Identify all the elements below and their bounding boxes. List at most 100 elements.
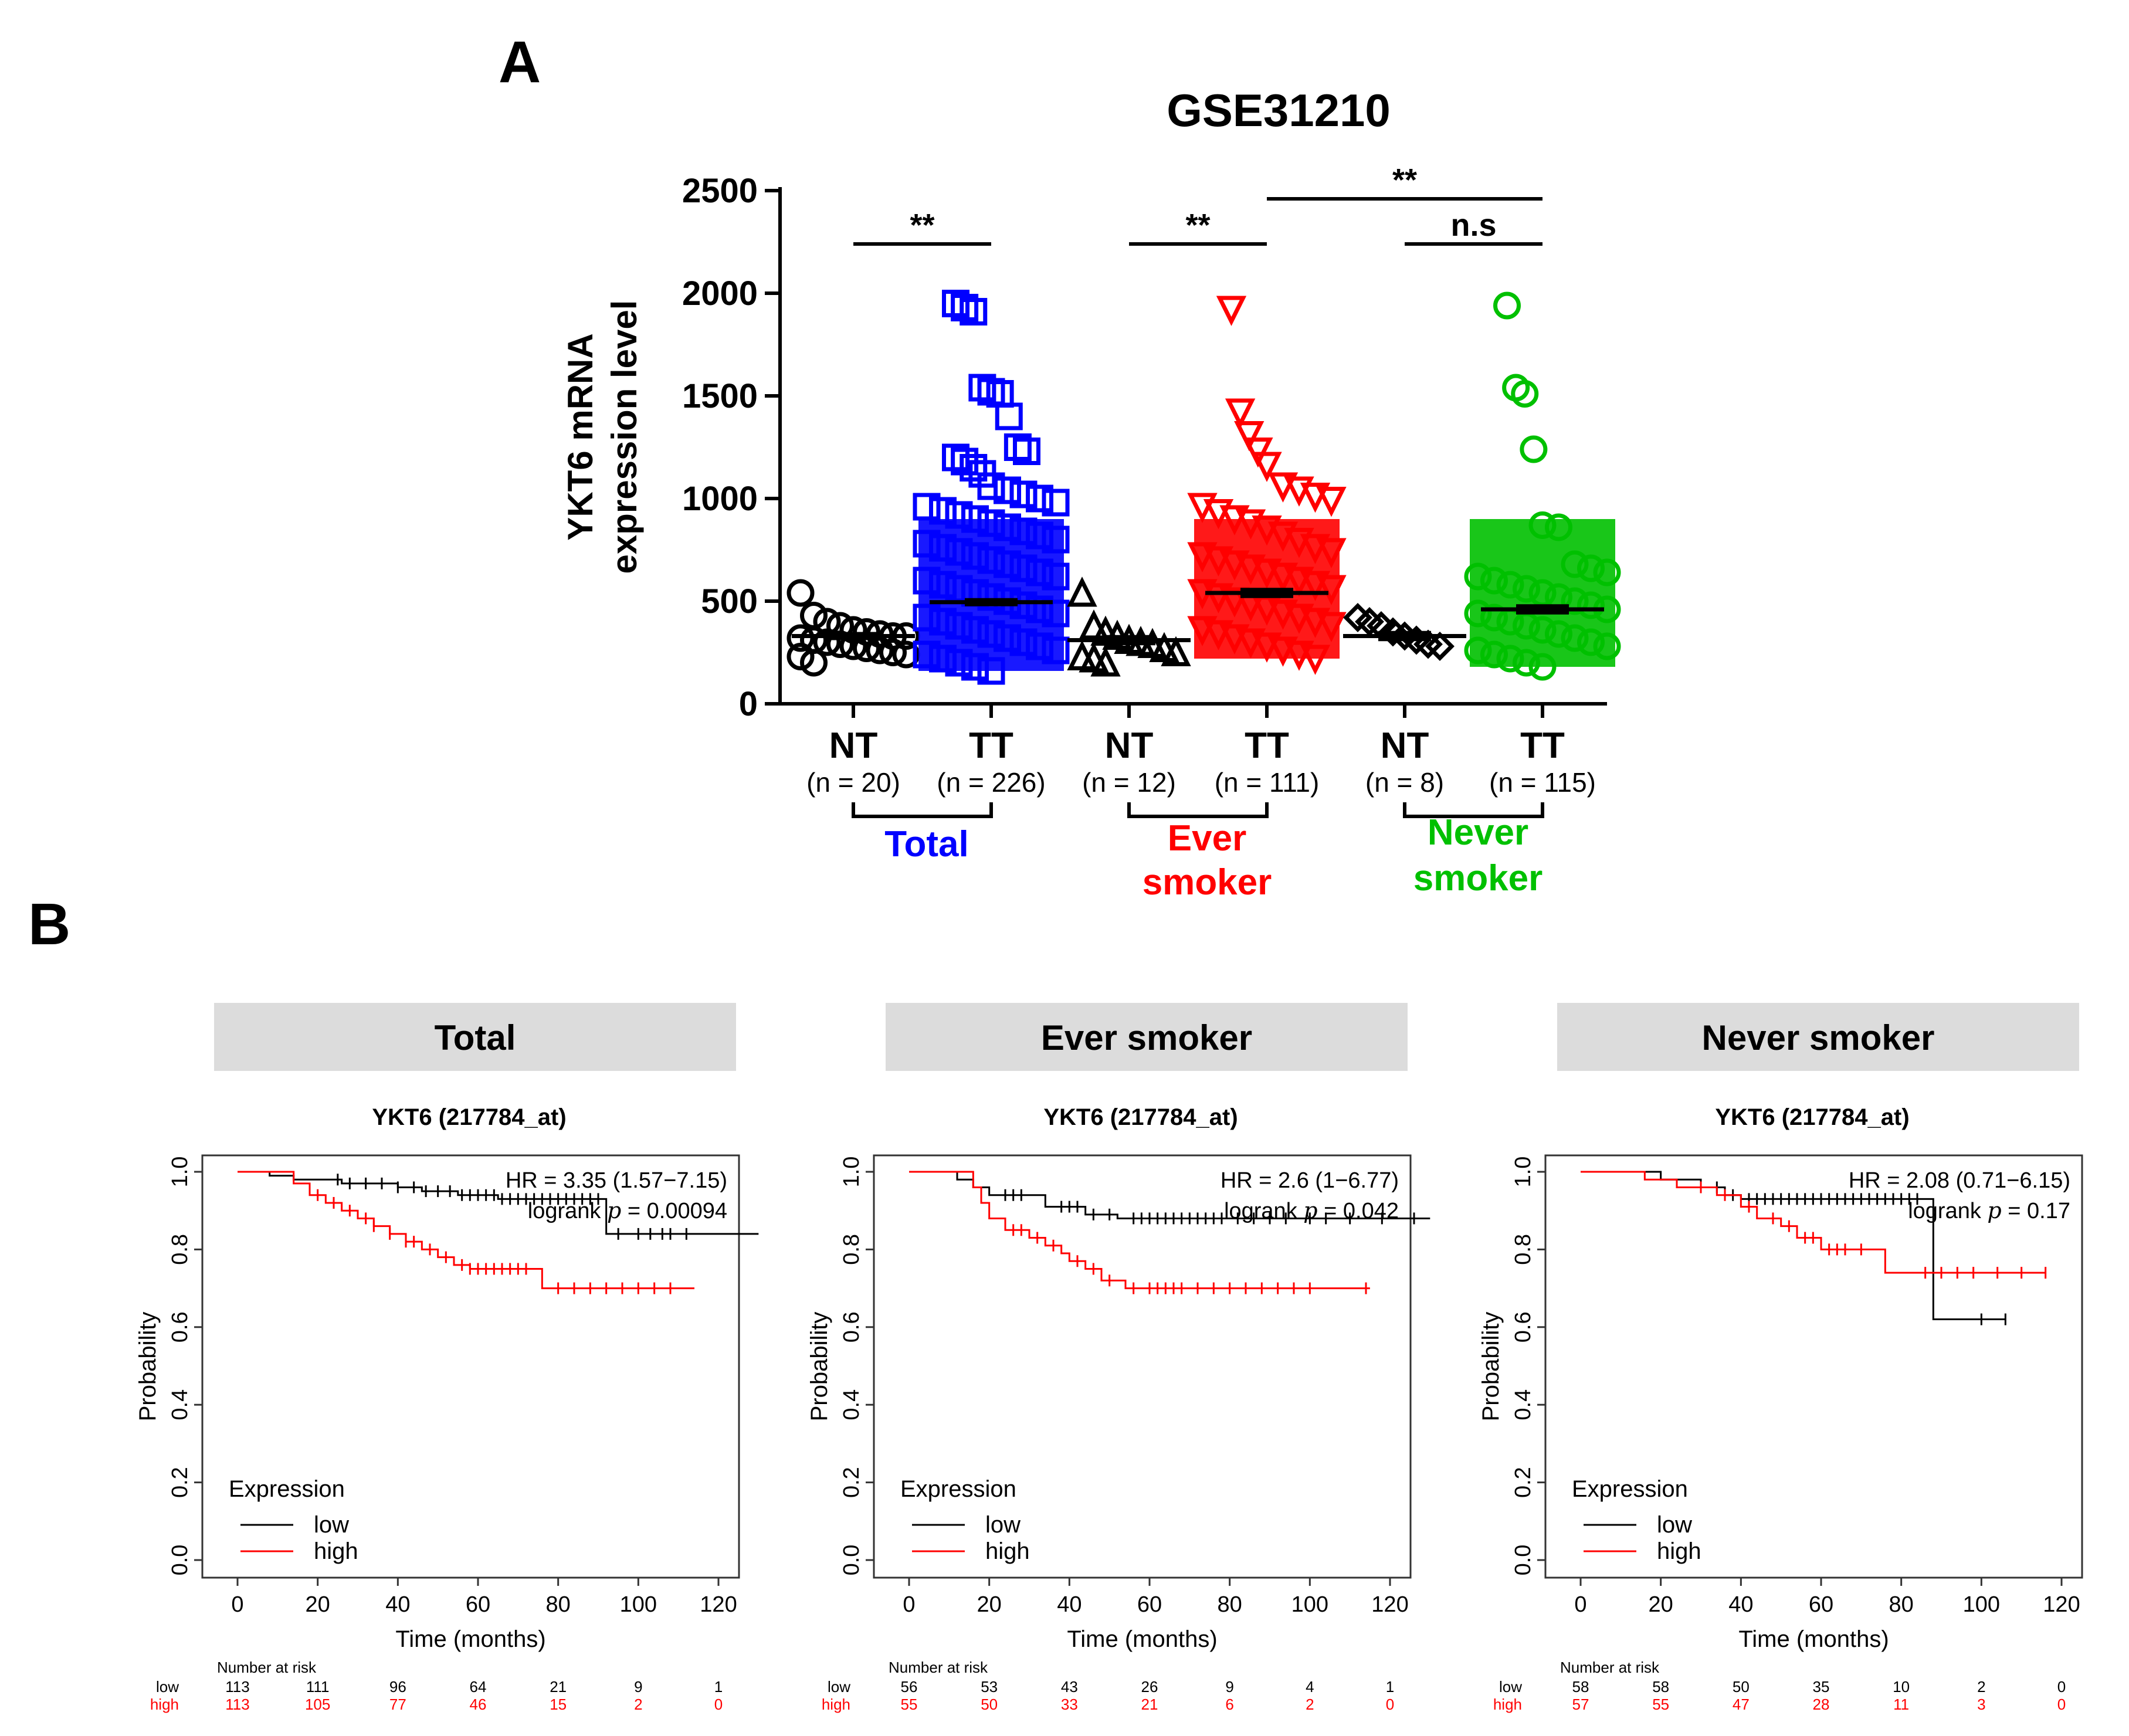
- sem-bar: [1103, 635, 1155, 646]
- category-label: TT: [1520, 725, 1565, 766]
- risk-table-title: Number at risk: [1560, 1659, 1660, 1676]
- risk-high-value: 6: [1225, 1696, 1233, 1713]
- risk-high-label: high: [150, 1696, 179, 1713]
- risk-high-value: 28: [1813, 1696, 1830, 1713]
- risk-high-label: high: [822, 1696, 850, 1713]
- km-frame: [1544, 1154, 2083, 1579]
- km-y-tick-label: 0.6: [1511, 1311, 1535, 1342]
- data-point: [1234, 421, 1264, 452]
- km-legend-title: Expression: [229, 1476, 345, 1502]
- y-tick-label: 2000: [682, 274, 758, 313]
- group-label-never-1: Never: [1428, 812, 1528, 853]
- risk-high-value: 50: [981, 1696, 998, 1713]
- data-point: [994, 476, 1021, 504]
- category-n: (n = 20): [806, 767, 900, 798]
- km-p-symbol: p: [607, 1198, 621, 1223]
- scatter-means: [792, 588, 1604, 646]
- km-y-tick-label: 0.4: [839, 1389, 864, 1420]
- risk-low-value: 1: [714, 1678, 723, 1696]
- risk-high-value: 2: [634, 1696, 642, 1713]
- category-label: NT: [1105, 725, 1154, 766]
- sem-bar: [827, 632, 880, 640]
- data-point: [892, 640, 920, 669]
- y-tick-label: 2500: [682, 172, 758, 210]
- risk-high-value: 15: [550, 1696, 567, 1713]
- scatter-axes: 0 500 1000 1500 2000 2500: [682, 172, 1607, 723]
- km-x-tick-label: 60: [466, 1592, 490, 1617]
- group-bracket: [852, 802, 993, 818]
- group-label-never-2: smoker: [1413, 858, 1543, 898]
- group-labels: Total Ever smoker Never smoker: [884, 812, 1542, 903]
- panel-header-box: [1557, 1003, 2079, 1071]
- risk-low-value: 58: [1652, 1678, 1669, 1696]
- category-label: NT: [1381, 725, 1429, 766]
- data-point: [1216, 296, 1247, 326]
- km-y-axis-label: Probability: [806, 1312, 832, 1422]
- category-labels: NT(n = 20)TT(n = 226)NT(n = 12)TT(n = 11…: [806, 725, 1596, 818]
- data-point: [1267, 472, 1299, 503]
- risk-low-value: 26: [1141, 1678, 1158, 1696]
- data-point: [1520, 435, 1548, 463]
- data-point: [786, 643, 815, 670]
- dense-points-band: [1470, 519, 1615, 667]
- category-label: TT: [1245, 725, 1289, 766]
- km-legend-title: Expression: [900, 1476, 1016, 1502]
- data-point: [879, 639, 907, 666]
- km-logrank: logrank p = 0.17: [1908, 1198, 2070, 1223]
- km-legend-low: low: [1657, 1512, 1692, 1538]
- significance-brackets: ** ** n.s **: [853, 162, 1542, 246]
- km-x-tick-label: 40: [385, 1592, 410, 1617]
- risk-low-value: 64: [470, 1678, 487, 1696]
- data-point: [1079, 609, 1109, 640]
- panel-a-letter: A: [499, 29, 541, 95]
- data-point: [1042, 489, 1070, 517]
- km-p-value: = 0.042: [1318, 1199, 1399, 1223]
- km-legend-high: high: [314, 1538, 358, 1564]
- group-bracket: [1403, 802, 1544, 818]
- category-label: TT: [969, 725, 1013, 766]
- category-label: NT: [829, 725, 878, 766]
- risk-low-value: 50: [1733, 1678, 1750, 1696]
- data-point: [786, 579, 815, 607]
- risk-low-value: 9: [634, 1678, 642, 1696]
- km-legend-low: low: [985, 1512, 1021, 1538]
- km-p-value: = 0.00094: [621, 1199, 727, 1223]
- km-logrank: logrank p = 0.00094: [528, 1198, 727, 1223]
- dense-points-band: [918, 519, 1064, 671]
- risk-low-value: 4: [1306, 1678, 1314, 1696]
- km-y-tick-label: 0.8: [839, 1234, 864, 1265]
- panel-header: Total: [435, 1018, 516, 1057]
- km-plot-ever-smoker: Ever smoker YKT6 (217784_at) 0.0 0.2 0.4 0.6 0…: [806, 1003, 1430, 1713]
- significance-label: n.s: [1450, 208, 1496, 243]
- category-n: (n = 226): [937, 767, 1045, 798]
- km-logrank-word: logrank: [1224, 1199, 1303, 1223]
- km-p-symbol: p: [1303, 1198, 1317, 1223]
- km-x-tick-label: 100: [620, 1592, 657, 1617]
- km-legend-title: Expression: [1572, 1476, 1688, 1502]
- data-point: [1090, 646, 1121, 677]
- km-frame: [201, 1154, 740, 1579]
- data-point: [968, 374, 996, 402]
- risk-high-value: 105: [305, 1696, 330, 1713]
- risk-high-value: 0: [1386, 1696, 1394, 1713]
- km-x-axis-label: Time (months): [395, 1626, 545, 1652]
- data-point: [1252, 452, 1282, 482]
- y-tick-label: 500: [701, 582, 758, 621]
- data-point: [1161, 636, 1191, 666]
- km-y-tick-label: 1.0: [839, 1157, 864, 1188]
- risk-high-value: 0: [2057, 1696, 2066, 1713]
- data-point: [977, 472, 1005, 500]
- risk-high-label: high: [1493, 1696, 1522, 1713]
- data-point: [1225, 398, 1256, 429]
- km-x-tick-label: 100: [1963, 1592, 2000, 1617]
- km-x-tick-label: 80: [1218, 1592, 1242, 1617]
- risk-low-label: low: [156, 1678, 179, 1696]
- data-point: [942, 290, 969, 317]
- risk-low-value: 53: [981, 1678, 998, 1696]
- data-point: [951, 294, 979, 321]
- risk-high-value: 11: [1893, 1696, 1909, 1713]
- group-label-ever-2: smoker: [1143, 862, 1272, 903]
- sem-bar: [965, 598, 1018, 606]
- km-x-tick-label: 20: [1649, 1592, 1673, 1617]
- data-point: [1511, 380, 1539, 408]
